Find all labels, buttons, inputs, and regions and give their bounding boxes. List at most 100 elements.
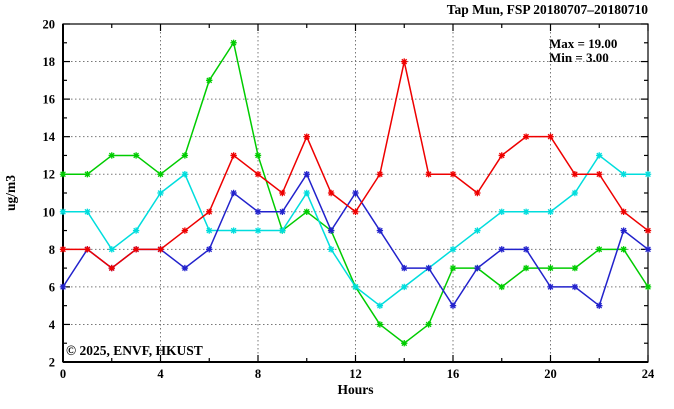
data-point-marker	[547, 264, 554, 272]
data-point-marker	[303, 133, 310, 140]
data-point-marker	[132, 227, 140, 234]
data-point-marker	[230, 39, 237, 46]
data-point-marker	[571, 171, 579, 178]
series-cyan-line	[63, 154, 648, 307]
data-point-marker	[498, 283, 505, 291]
data-point-marker	[108, 246, 115, 253]
x-tick-labels: 0 4 8 12 16 20 24	[60, 367, 655, 381]
data-point-marker	[230, 189, 237, 197]
data-point-marker	[522, 246, 530, 253]
data-point-marker	[84, 171, 91, 178]
y-tick-label: 12	[43, 168, 56, 182]
data-point-marker	[108, 264, 115, 272]
data-point-marker	[425, 264, 432, 272]
y-tick-label: 2	[49, 356, 55, 370]
data-point-marker	[376, 171, 384, 178]
series-cyan-markers	[59, 152, 652, 309]
data-point-marker	[596, 246, 603, 253]
data-point-marker	[327, 246, 335, 253]
x-tick-label: 12	[349, 367, 362, 381]
y-tick-label: 4	[49, 318, 56, 332]
data-point-marker	[522, 133, 530, 140]
data-point-marker	[547, 208, 554, 215]
data-point-marker	[279, 189, 286, 197]
data-point-marker	[254, 227, 262, 234]
x-tick-label: 16	[447, 367, 460, 381]
x-tick-label: 24	[642, 367, 655, 381]
data-point-marker	[571, 264, 579, 272]
data-point-marker	[376, 321, 384, 328]
data-point-marker	[474, 227, 481, 234]
data-point-marker	[522, 264, 530, 272]
data-point-marker	[401, 58, 408, 65]
data-point-marker	[132, 246, 140, 253]
data-point-marker	[230, 227, 237, 234]
data-point-marker	[206, 208, 213, 215]
data-point-marker	[547, 133, 554, 140]
data-point-marker	[279, 227, 286, 234]
chart-title: Tap Mun, FSP 20180707–20180710	[447, 2, 649, 17]
data-point-marker	[108, 152, 115, 159]
data-point-marker	[352, 189, 359, 197]
data-point-marker	[303, 171, 310, 178]
series-red	[59, 58, 652, 272]
series-red-markers	[59, 58, 652, 272]
data-point-marker	[571, 283, 579, 291]
x-tick-label: 20	[544, 367, 557, 381]
data-point-marker	[206, 246, 213, 253]
data-point-marker	[230, 152, 237, 159]
data-point-marker	[425, 171, 432, 178]
data-point-marker	[620, 246, 627, 253]
legend-min-label: Min = 3.00	[549, 50, 609, 65]
data-point-marker	[644, 227, 652, 234]
data-point-marker	[522, 208, 530, 215]
y-tick-label: 8	[49, 243, 55, 257]
data-point-marker	[352, 208, 359, 215]
x-tick-label: 8	[255, 367, 261, 381]
data-point-marker	[498, 246, 505, 253]
data-point-marker	[254, 171, 262, 178]
data-point-marker	[376, 227, 384, 234]
watermark: © 2025, ENVF, HKUST	[66, 343, 203, 358]
data-point-marker	[303, 189, 310, 197]
data-point-marker	[596, 302, 603, 309]
data-point-marker	[59, 171, 67, 178]
data-point-marker	[59, 246, 67, 253]
data-point-marker	[157, 171, 164, 178]
data-point-marker	[254, 208, 262, 215]
y-tick-label: 14	[43, 130, 56, 144]
x-tick-label: 0	[60, 367, 66, 381]
data-point-marker	[327, 227, 335, 234]
data-point-marker	[425, 321, 432, 328]
data-point-marker	[474, 264, 481, 272]
data-point-marker	[157, 189, 164, 197]
data-point-marker	[401, 340, 408, 347]
data-point-marker	[59, 283, 67, 291]
data-point-marker	[620, 171, 627, 178]
data-point-marker	[206, 227, 213, 234]
legend-max-label: Max = 19.00	[549, 36, 617, 51]
data-point-marker	[254, 152, 262, 159]
data-point-marker	[620, 227, 627, 234]
data-point-marker	[498, 208, 505, 215]
data-point-marker	[303, 208, 310, 215]
data-point-marker	[498, 152, 505, 159]
data-point-marker	[449, 246, 457, 253]
data-point-marker	[449, 264, 457, 272]
data-point-marker	[279, 208, 286, 215]
data-point-marker	[596, 152, 603, 159]
data-point-marker	[352, 283, 359, 291]
y-axis-label: ug/m3	[3, 175, 18, 211]
data-point-marker	[401, 283, 408, 291]
data-point-marker	[59, 208, 67, 215]
data-point-marker	[644, 171, 652, 178]
data-point-marker	[181, 152, 189, 159]
data-point-marker	[206, 77, 213, 84]
data-point-marker	[157, 246, 164, 253]
y-tick-label: 16	[43, 93, 56, 107]
data-point-marker	[181, 264, 189, 272]
data-point-marker	[596, 171, 603, 178]
y-tick-label: 20	[43, 18, 56, 32]
y-tick-label: 18	[43, 55, 56, 69]
